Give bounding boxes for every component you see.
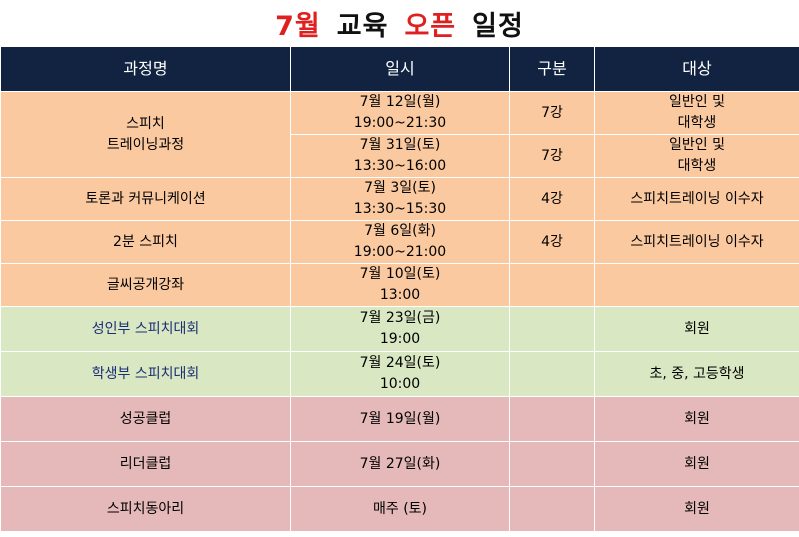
course-cell: 2분 스피치 — [0, 220, 291, 264]
target-cell: 회원 — [594, 441, 799, 487]
header-course: 과정명 — [0, 46, 291, 92]
type-cell — [509, 486, 595, 532]
target-cell: 회원 — [594, 396, 799, 442]
course-cell: 토론과 커뮤니케이션 — [0, 177, 291, 221]
date-cell: 7월 6일(화) 19:00~21:00 — [290, 220, 510, 264]
date-cell: 7월 24일(토) 10:00 — [290, 351, 510, 397]
date-cell: 매주 (토) — [290, 486, 510, 532]
date-cell: 7월 12일(월) 19:00~21:30 — [290, 91, 510, 135]
course-cell: 스피치동아리 — [0, 486, 291, 532]
table-row: 성공클럽 7월 19일(월) 회원 — [0, 396, 799, 442]
table-row: 7월 31일(토) 13:30~16:00 7강 일반인 및 대학생 — [1, 134, 799, 178]
course-cell: 학생부 스피치대회 — [0, 351, 291, 397]
date-cell: 7월 19일(월) — [290, 396, 510, 442]
header-type: 구분 — [509, 46, 595, 92]
type-cell: 7강 — [509, 134, 595, 178]
course-cell: 리더클럽 — [0, 441, 291, 487]
header-date: 일시 — [290, 46, 510, 92]
title-education: 교육 — [336, 10, 389, 42]
target-cell: 회원 — [594, 306, 799, 352]
target-cell: 초, 중, 고등학생 — [594, 351, 799, 397]
table-row: 성인부 스피치대회 7월 23일(금) 19:00 회원 — [0, 306, 799, 352]
title-month: 7월 — [275, 10, 321, 42]
table-row: 스피치 트레이닝과정 7월 12일(월) 19:00~21:30 7강 일반인 … — [0, 91, 799, 178]
type-cell: 4강 — [509, 177, 595, 221]
header-target: 대상 — [594, 46, 799, 92]
target-cell: 스피치트레이닝 이수자 — [594, 220, 799, 264]
course-cell: 글씨공개강좌 — [0, 263, 291, 307]
type-cell — [509, 351, 595, 397]
table-row: 리더클럽 7월 27일(화) 회원 — [0, 441, 799, 487]
date-cell: 7월 31일(토) 13:30~16:00 — [290, 134, 510, 178]
table-row: 스피치동아리 매주 (토) 회원 — [0, 486, 799, 532]
type-cell — [509, 396, 595, 442]
type-cell: 7강 — [509, 91, 595, 135]
course-cell: 스피치 트레이닝과정 — [0, 91, 291, 178]
type-cell — [509, 441, 595, 487]
title-schedule: 일정 — [472, 10, 524, 42]
target-cell: 스피치트레이닝 이수자 — [594, 177, 799, 221]
table-header-row: 과정명 일시 구분 대상 — [0, 46, 799, 92]
course-cell: 성공클럽 — [0, 396, 291, 442]
target-cell — [594, 263, 799, 307]
date-cell: 7월 27일(화) — [290, 441, 510, 487]
table-row: 토론과 커뮤니케이션 7월 3일(토) 13:30~15:30 4강 스피치트레… — [0, 177, 799, 221]
table-row: 2분 스피치 7월 6일(화) 19:00~21:00 4강 스피치트레이닝 이… — [0, 220, 799, 264]
schedule-table: 과정명 일시 구분 대상 스피치 트레이닝과정 7월 12일(월) 19:00~… — [0, 46, 799, 532]
target-cell: 일반인 및 대학생 — [594, 91, 799, 135]
target-cell: 일반인 및 대학생 — [594, 134, 799, 178]
type-cell — [509, 263, 595, 307]
page-title: 7월 교육 오픈 일정 — [0, 0, 799, 46]
date-cell: 7월 10일(토) 13:00 — [290, 263, 510, 307]
type-cell — [509, 306, 595, 352]
course-cell: 성인부 스피치대회 — [0, 306, 291, 352]
date-cell: 7월 23일(금) 19:00 — [290, 306, 510, 352]
table-row: 학생부 스피치대회 7월 24일(토) 10:00 초, 중, 고등학생 — [0, 351, 799, 397]
type-cell: 4강 — [509, 220, 595, 264]
table-row: 글씨공개강좌 7월 10일(토) 13:00 — [0, 263, 799, 307]
target-cell: 회원 — [594, 486, 799, 532]
title-open: 오픈 — [404, 10, 457, 42]
date-cell: 7월 3일(토) 13:30~15:30 — [290, 177, 510, 221]
